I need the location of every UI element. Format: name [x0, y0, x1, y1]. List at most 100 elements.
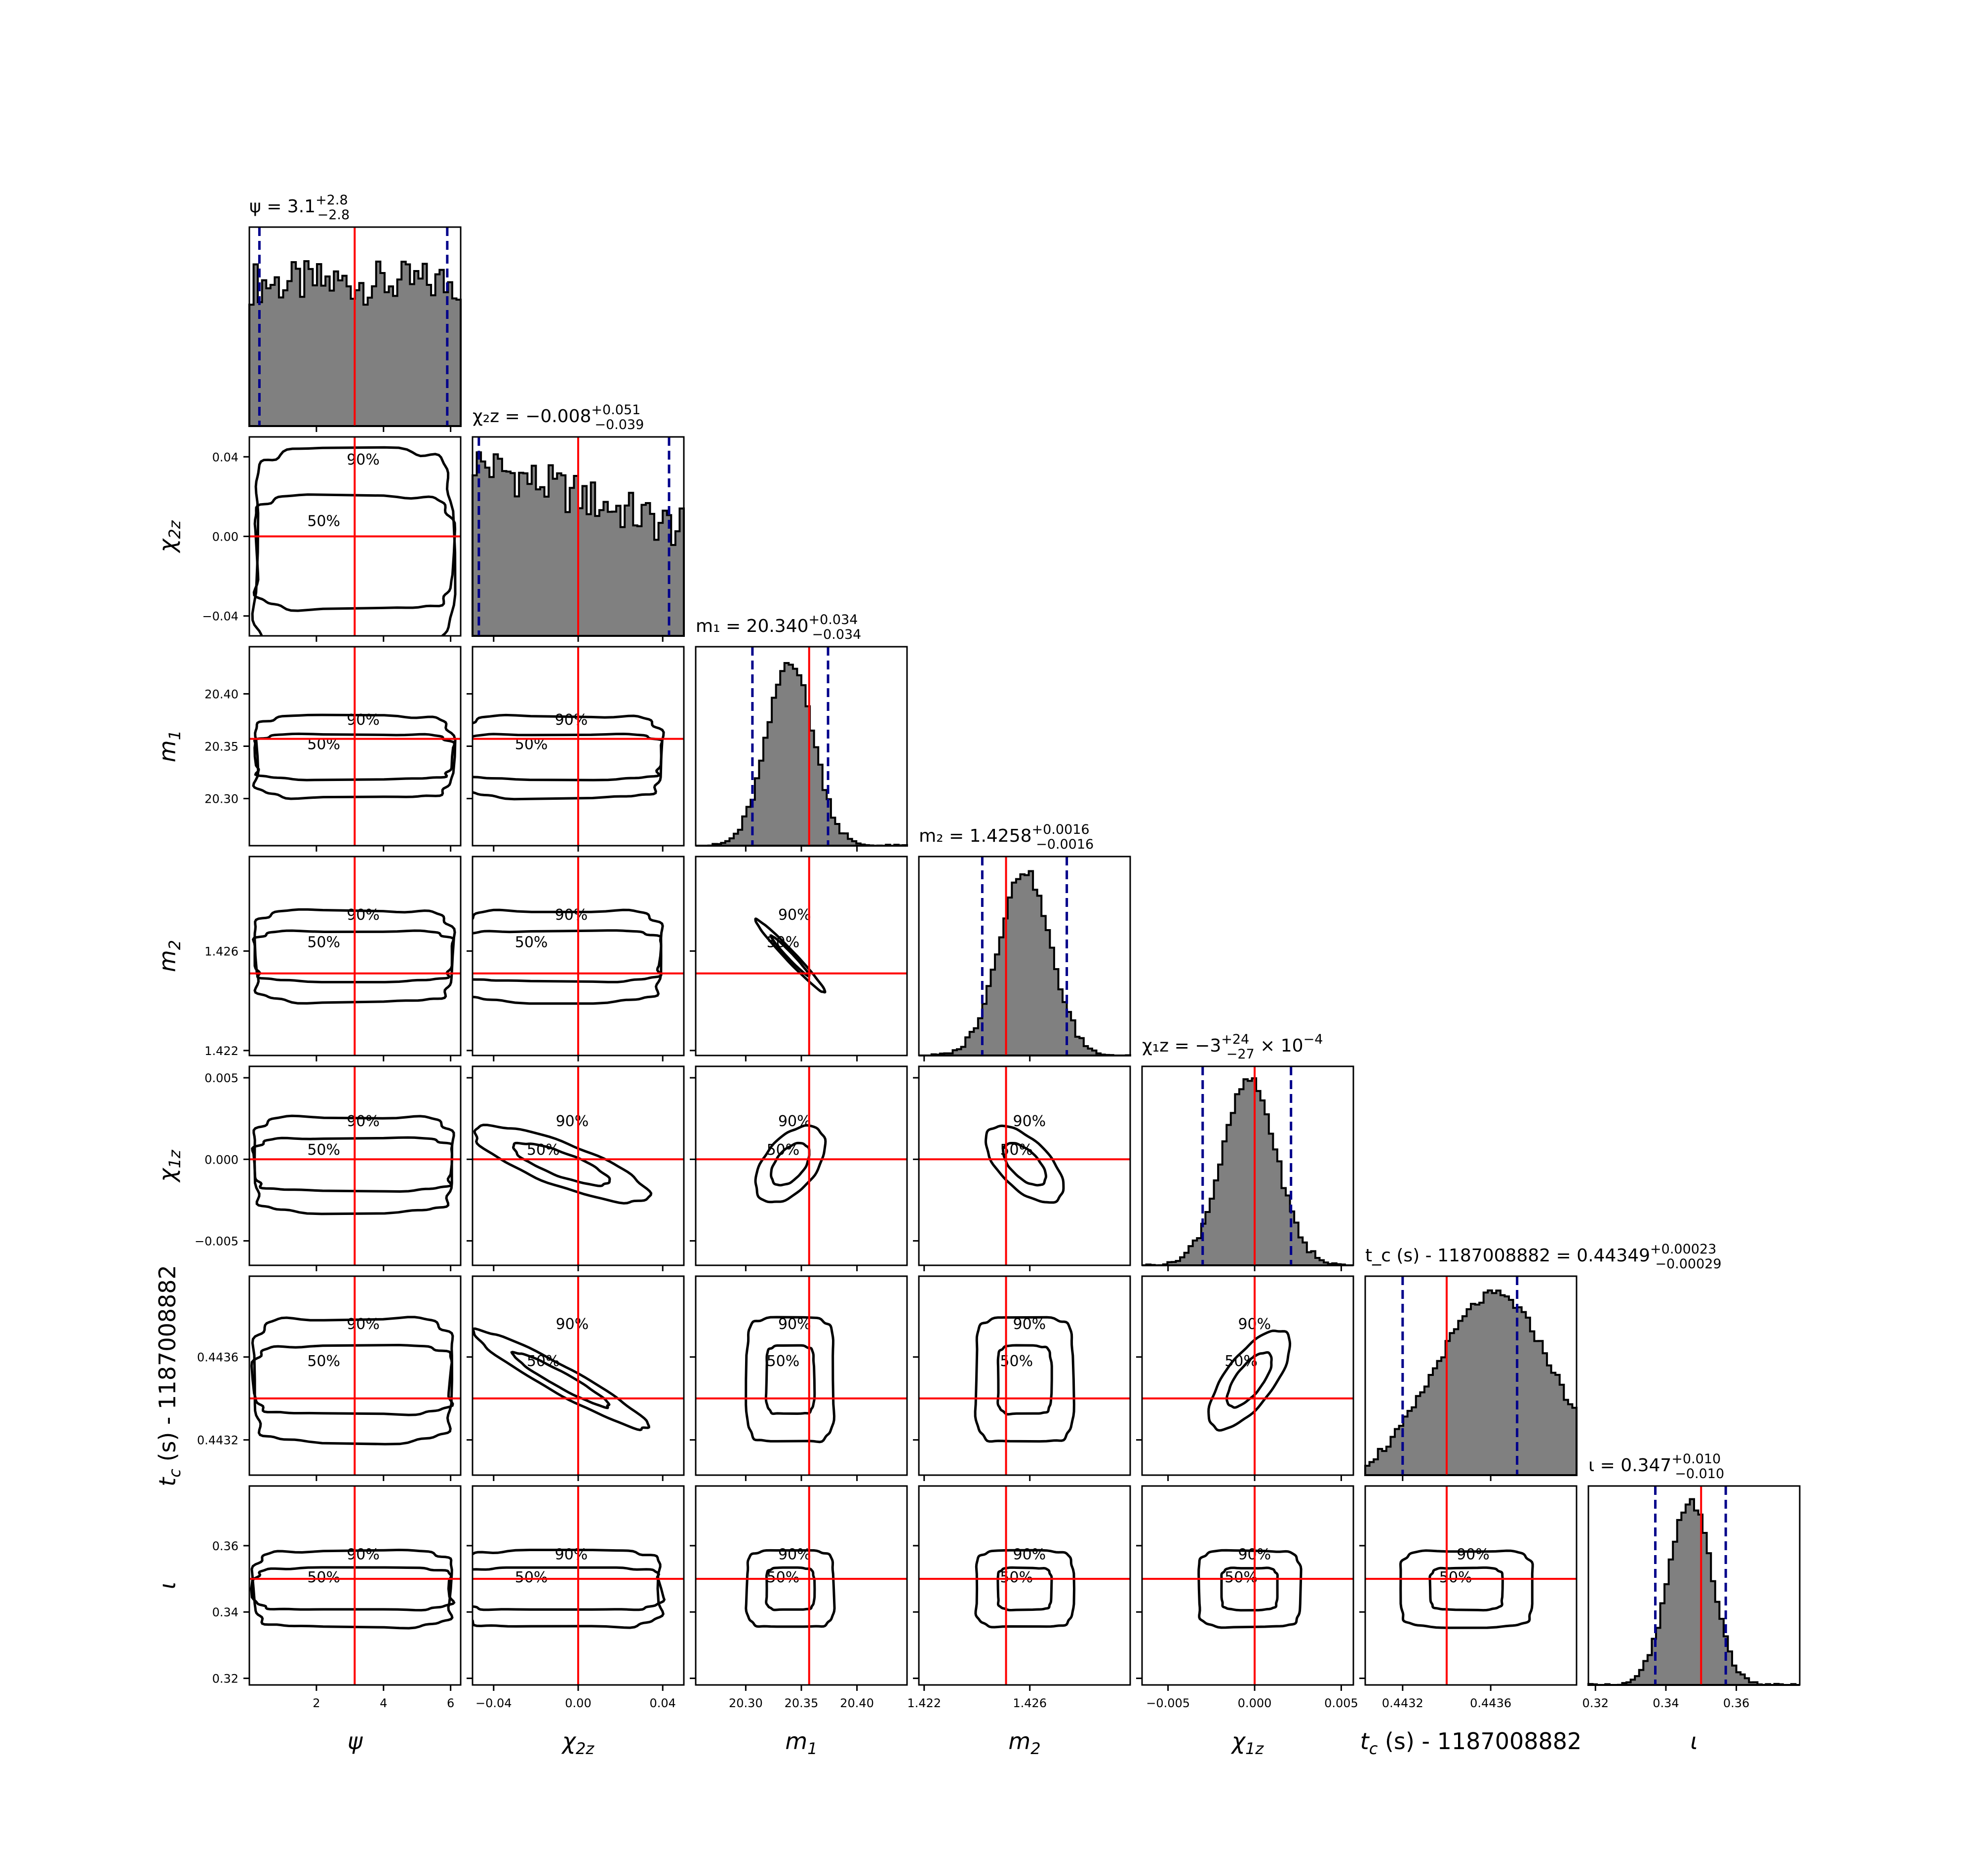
- y-tick-label: −0.005: [195, 1234, 238, 1248]
- contour-90: [984, 1124, 1065, 1204]
- y-tick-label: 0.4432: [197, 1434, 238, 1447]
- y-axis-label-tc: tc (s) - 1187008882: [154, 1265, 184, 1486]
- panel-frame: [695, 856, 908, 1056]
- histogram-chi1z: [1142, 1077, 1353, 1266]
- contour-50: [473, 929, 663, 983]
- contour-50: [251, 1136, 454, 1193]
- y-tick-label: 20.40: [204, 687, 238, 701]
- y-tick-label: 20.30: [204, 792, 238, 806]
- contour-50: [250, 1566, 456, 1612]
- x-axis-label-chi1z: χ1z: [1230, 1728, 1264, 1758]
- panel-frame: [918, 1275, 1131, 1476]
- panel-frame: [1141, 1485, 1354, 1686]
- x-axis-label-psi: ψ: [348, 1728, 363, 1755]
- panel-title-m1: m₁ = 20.340+0.034 −0.034: [696, 612, 861, 642]
- panel-title-m2: m₂ = 1.4258+0.0016 −0.0016: [919, 822, 1094, 852]
- x-tick-label: 0.34: [1653, 1696, 1679, 1710]
- contour-50: [512, 1141, 611, 1187]
- y-axis-label-m1: m1: [154, 730, 184, 762]
- contour-label: 90%: [1013, 1113, 1046, 1130]
- y-tick-label: 0.34: [212, 1605, 238, 1619]
- x-tick-label: 0.4432: [1382, 1696, 1423, 1710]
- panel-title-psi: ψ = 3.1+2.8 −2.8: [249, 193, 350, 223]
- panel-frame: [918, 1485, 1131, 1686]
- contour-50: [251, 929, 455, 983]
- y-tick-label: 0.000: [204, 1153, 238, 1167]
- contour-label: 90%: [347, 451, 380, 469]
- panel-chi1z-vs-chi2z: 90% 50%: [472, 1065, 685, 1266]
- contour-label: 90%: [1013, 1316, 1046, 1333]
- contour-label: 50%: [307, 1353, 340, 1370]
- panel-frame: [1364, 1275, 1578, 1476]
- contour-label: 50%: [1000, 1353, 1033, 1370]
- contour-label: 90%: [347, 906, 380, 924]
- contour-90: [1399, 1549, 1534, 1629]
- contour-90: [473, 713, 665, 801]
- contour-90: [251, 1316, 454, 1446]
- x-axis-label-iota: ι: [1690, 1728, 1698, 1755]
- contour-label: 90%: [778, 1546, 811, 1563]
- x-tick-label: 20.40: [840, 1696, 874, 1710]
- histogram-m1: [696, 662, 908, 847]
- panel-iota-vs-m2: 90%50%: [918, 1485, 1131, 1686]
- contour-label: 90%: [347, 1113, 380, 1130]
- contour-90: [473, 1124, 653, 1205]
- contour-50: [770, 1141, 811, 1187]
- x-axis-label-chi2z: χ2z: [561, 1728, 595, 1758]
- contour-label: 90%: [555, 711, 588, 729]
- contour-label: 50%: [515, 1569, 548, 1586]
- panel-frame: [248, 856, 462, 1056]
- x-tick-label: 6: [447, 1696, 454, 1710]
- contour-label: 90%: [555, 906, 588, 924]
- x-axis-label-m2: m2: [1008, 1728, 1040, 1758]
- contour-90: [250, 1548, 454, 1630]
- y-tick-label: 1.426: [204, 944, 238, 958]
- contour-90: [754, 917, 827, 994]
- contour-90: [473, 1548, 665, 1629]
- y-tick-label: 0.005: [204, 1071, 238, 1085]
- x-tick-label: 0.00: [565, 1696, 591, 1710]
- panel-frame: [248, 1275, 462, 1476]
- contour-90: [1197, 1549, 1303, 1629]
- contour-90: [754, 1124, 827, 1204]
- panel-m2-vs-m1: 90% 50%: [695, 856, 908, 1056]
- contour-label: 50%: [1439, 1569, 1472, 1586]
- contour-label: 50%: [307, 1141, 340, 1159]
- panel-chi1z-vs-psi: 90% 50%: [248, 1065, 462, 1266]
- y-axis-label-m2: m2: [154, 940, 184, 972]
- x-axis-label-m1: m1: [785, 1728, 817, 1758]
- panel-title-chi1z: χ₁z = −3+24 −27 × 10−4: [1142, 1032, 1323, 1062]
- y-tick-label: 0.00: [212, 530, 238, 544]
- contour-label: 90%: [556, 1316, 589, 1333]
- panel-tc-vs-chi2z: 90% 50%: [472, 1275, 685, 1476]
- contour-label: 90%: [778, 906, 811, 924]
- panel-hist-iota: ι = 0.347+0.010 −0.010: [1587, 1451, 1801, 1686]
- histogram-tc: [1364, 1289, 1578, 1476]
- x-tick-label: 20.35: [785, 1696, 819, 1710]
- contour-label: 90%: [556, 1113, 589, 1130]
- panel-frame: [248, 226, 462, 427]
- panel-title-chi2z: χ₂z = −0.008+0.051 −0.039: [473, 402, 644, 432]
- panel-frame: [918, 856, 1131, 1056]
- y-axis-label-chi2z: χ2z: [154, 520, 184, 554]
- panel-chi1z-vs-m1: 90% 50%: [695, 1065, 908, 1266]
- y-axis-label-iota: ι: [154, 1582, 181, 1590]
- contour-label: 90%: [1457, 1546, 1490, 1563]
- contour-label: 50%: [1000, 1569, 1033, 1586]
- panel-title-iota: ι = 0.347+0.010 −0.010: [1588, 1451, 1724, 1482]
- panel-frame: [1587, 1485, 1801, 1686]
- panel-frame: [248, 1065, 462, 1266]
- contour-label: 90%: [347, 1316, 380, 1333]
- contour-label: 50%: [527, 1353, 560, 1370]
- contour-50: [1428, 1566, 1504, 1612]
- x-tick-label: 0.32: [1582, 1696, 1609, 1710]
- contour-90: [745, 1549, 836, 1628]
- panel-iota-vs-tc: 90%50%: [1364, 1485, 1578, 1686]
- panel-title-tc: t_c (s) - 1187008882 = 0.44349+0.00023 −0…: [1365, 1242, 1722, 1272]
- contour-label: 50%: [515, 934, 548, 951]
- panel-frame: [1364, 1485, 1578, 1686]
- contour-label: 50%: [767, 1353, 800, 1370]
- contour-label: 90%: [778, 1113, 811, 1130]
- panel-tc-vs-m2: 90% 50%: [918, 1275, 1131, 1476]
- contour-50: [996, 1566, 1053, 1612]
